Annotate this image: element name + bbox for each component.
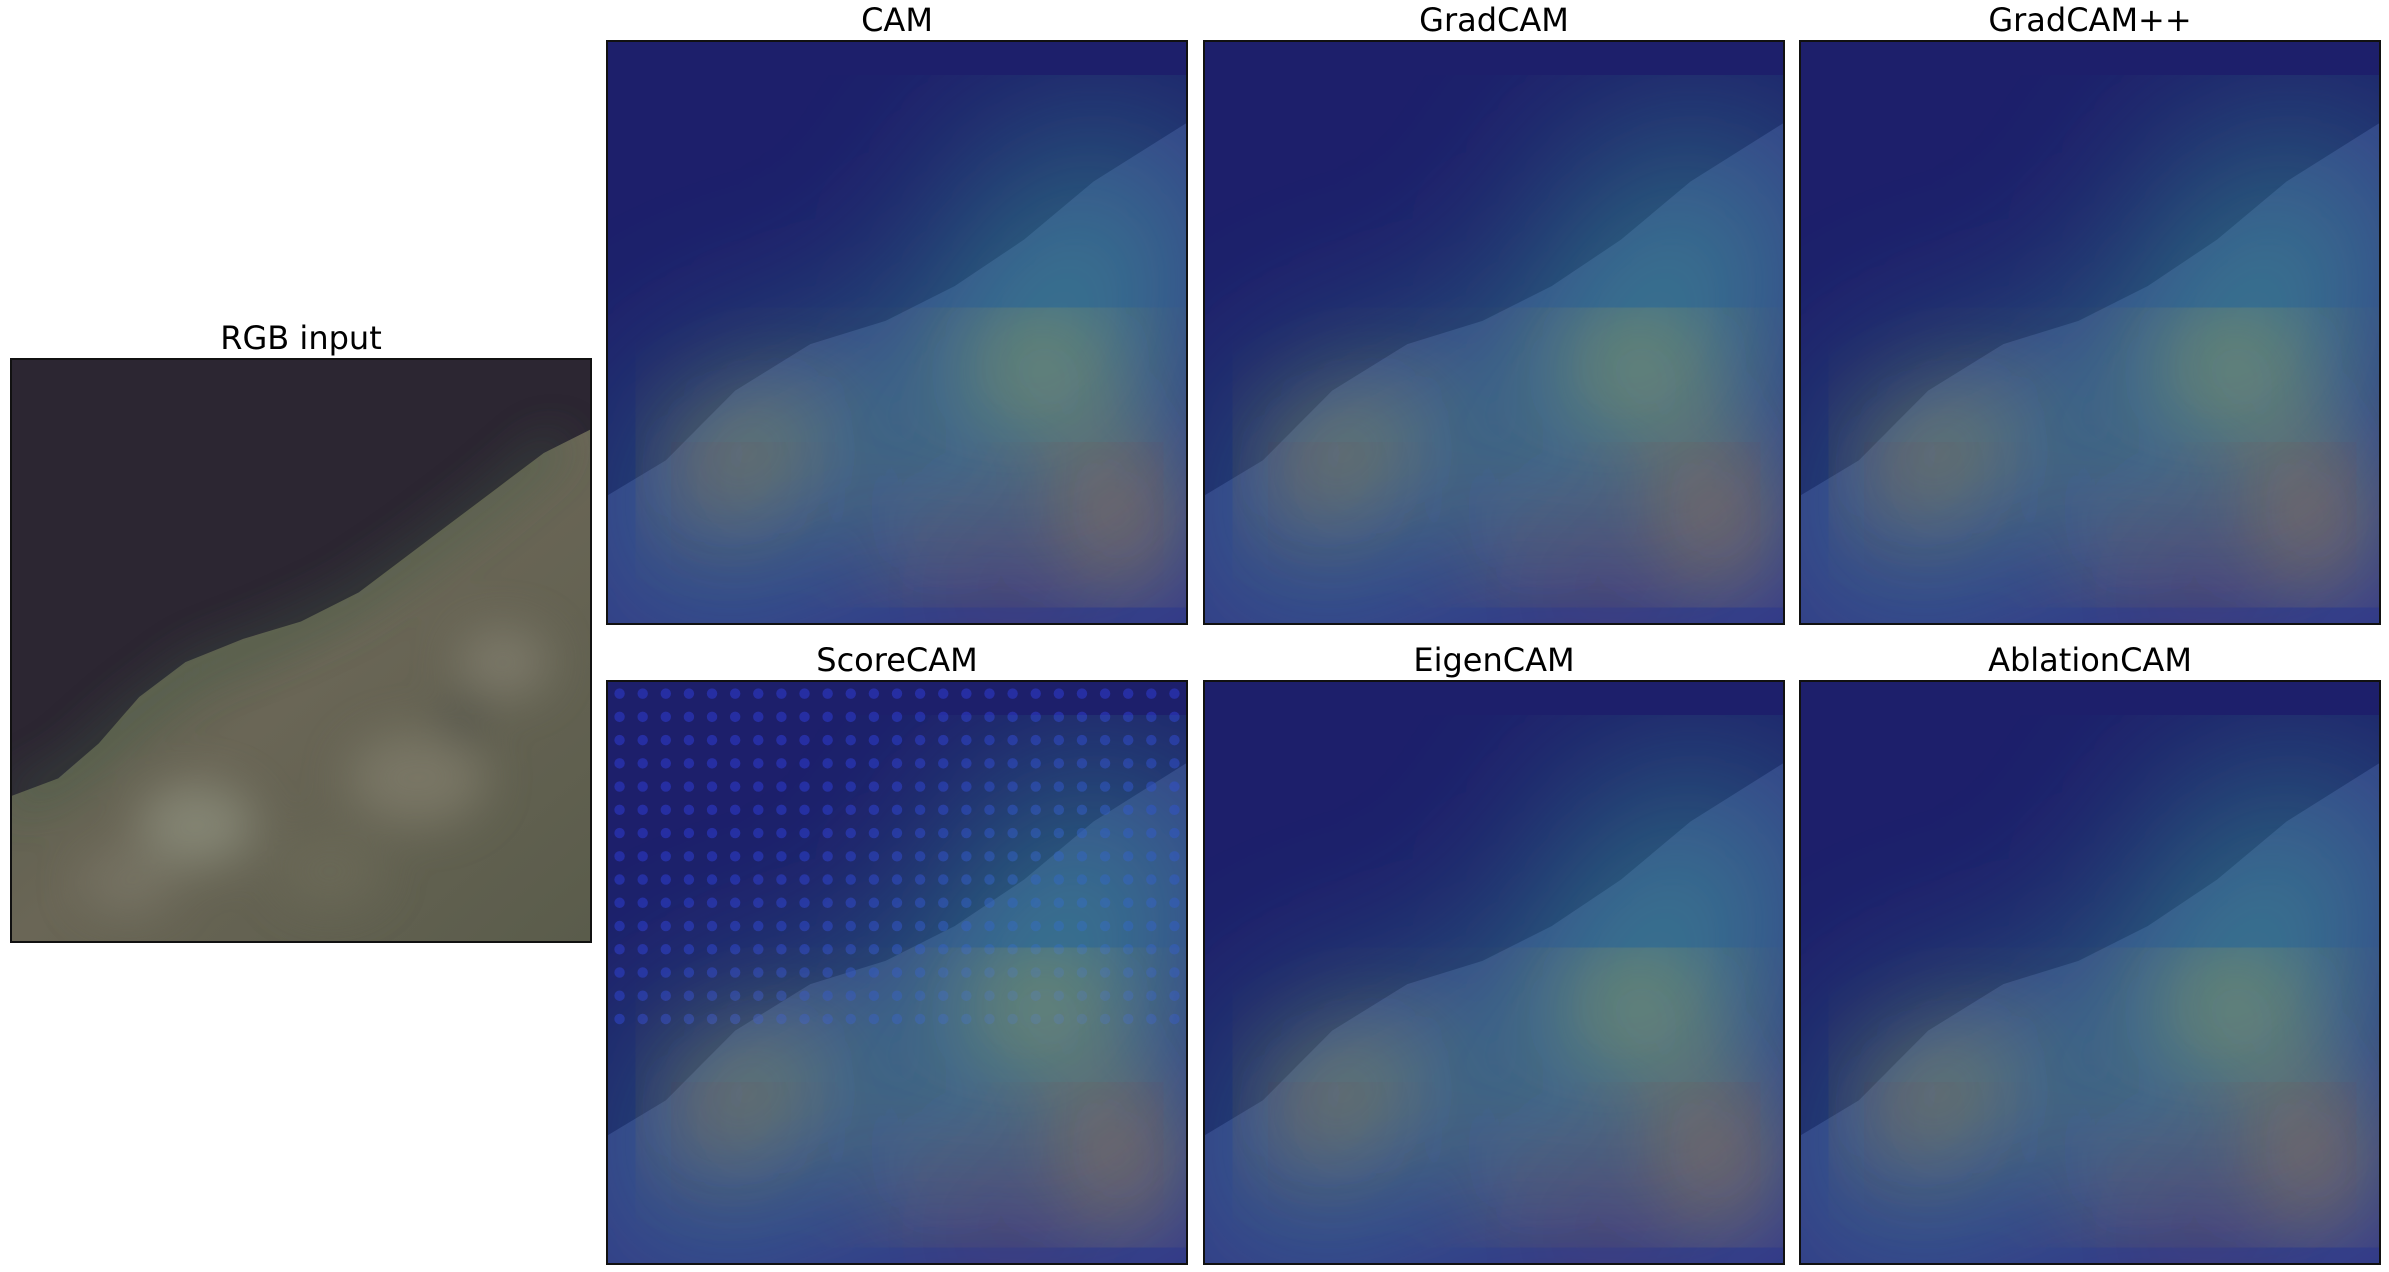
eigencam-title: EigenCAM — [1203, 642, 1785, 678]
rgb-input-title: RGB input — [10, 320, 592, 356]
gradcam-heatmap — [1203, 40, 1785, 625]
ablationcam-title: AblationCAM — [1799, 642, 2381, 678]
cam-heatmap — [606, 40, 1188, 625]
ablationcam-heatmap — [1799, 680, 2381, 1265]
eigencam-panel: EigenCAM — [1203, 640, 1785, 1265]
rgb-input-panel: RGB input — [10, 318, 592, 943]
cam-panel: CAM — [606, 0, 1188, 625]
cam-title: CAM — [606, 2, 1188, 38]
gradcampp-heatmap — [1799, 40, 2381, 625]
scorecam-heatmap — [606, 680, 1188, 1265]
gradcam-title: GradCAM — [1203, 2, 1785, 38]
ablationcam-panel: AblationCAM — [1799, 640, 2381, 1265]
rgb-input-image — [10, 358, 592, 943]
eigencam-heatmap — [1203, 680, 1785, 1265]
gradcampp-panel: GradCAM++ — [1799, 0, 2381, 625]
gradcam-panel: GradCAM — [1203, 0, 1785, 625]
scorecam-panel: ScoreCAM — [606, 640, 1188, 1265]
scorecam-title: ScoreCAM — [606, 642, 1188, 678]
gradcampp-title: GradCAM++ — [1799, 2, 2381, 38]
